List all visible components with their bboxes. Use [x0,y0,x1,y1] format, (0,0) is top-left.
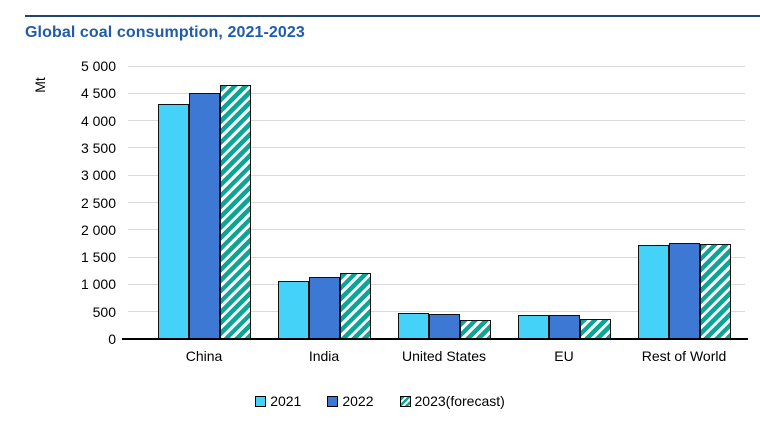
bar-2021-rest-of-world [637,245,669,339]
x-label-eu: EU [554,348,574,364]
plot-area [128,65,745,339]
bar-2021-china [157,104,189,339]
bar-group-rest-of-world [624,66,744,339]
bar-2022-china [188,93,220,339]
y-tick-label-0: 0 [108,331,116,347]
legend-item-2021: 2021 [255,393,301,409]
gridline-1500 [128,256,745,258]
legend-swatch-2021 [255,395,267,407]
legend-item-2022: 2022 [327,393,374,409]
legend-label-2022: 2022 [342,393,374,409]
bar-2023-forecast-eu [579,319,611,339]
x-label-united-states: United States [401,348,487,364]
y-tick-label-3500: 3 500 [80,139,116,156]
y-tick-label-2000: 2 000 [80,221,116,238]
legend-item-2023-forecast: 2023(forecast) [399,393,505,409]
gridline-4000 [128,120,745,122]
gridline-5000 [128,65,745,67]
x-label-india: India [308,348,340,364]
title-divider-line [25,15,760,17]
y-tick-label-1000: 1 000 [80,276,116,293]
y-tick-label-4500: 4 500 [80,85,116,102]
bar-2023-forecast-united-states [459,320,491,339]
bar-2023-forecast-china [219,85,251,339]
bar-group-united-states [384,66,504,339]
bar-2022-eu [548,315,580,339]
bar-2023-forecast-india [339,273,371,339]
legend-swatch-2022 [327,395,339,407]
x-label-china: China [185,348,223,364]
bar-group-china [144,66,264,339]
chart-title: Global coal consumption, 2021-2023 [25,24,305,41]
bar-2021-india [277,281,309,339]
bar-group-india [264,66,384,339]
legend-swatch-2023-forecast [399,395,411,407]
y-tick-label-500: 500 [92,303,116,320]
gridline-4500 [128,92,745,94]
bar-2021-united-states [397,313,429,339]
bar-2022-india [308,277,340,339]
y-tick-label-5000: 5 000 [80,58,116,74]
gridline-2500 [128,202,745,203]
gridline-500 [128,311,745,313]
y-axis-tick-labels: 0 500 1 000 1 500 2 000 2 500 3 000 3 500 4 000 4… [38,58,116,347]
gridline-3500 [128,147,745,149]
gridline-3000 [128,174,745,176]
legend-label-2021: 2021 [270,393,302,409]
y-tick-label-1500: 1 500 [80,249,116,266]
chart-legend: 2021 2022 2023(forecast) [0,390,760,412]
y-tick-label-4000: 4 000 [80,112,116,129]
bar-2021-eu [517,315,549,339]
bar-group-eu [504,66,624,339]
gridline-2000 [128,229,745,231]
bar-2022-rest-of-world [668,243,700,339]
x-label-rest-of-world: Rest of World [641,348,727,364]
x-axis-line [122,338,748,340]
legend-label-2023-forecast: 2023(forecast) [414,393,505,409]
y-tick-label-3000: 3 000 [80,167,116,184]
x-axis-category-labels: China India United States EU Rest of World [144,347,744,365]
bar-2023-forecast-rest-of-world [699,244,731,339]
y-tick-label-2500: 2 500 [80,194,116,211]
bar-2022-united-states [428,314,460,339]
gridline-1000 [128,283,745,285]
